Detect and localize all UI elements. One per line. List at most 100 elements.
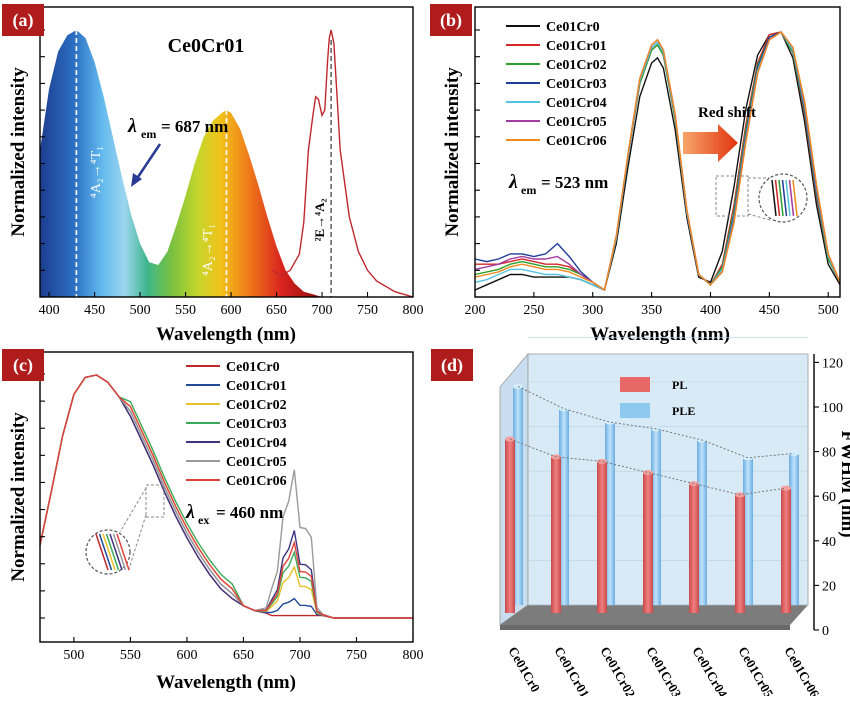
series-line-ce01cr01 [475, 31, 841, 292]
panel-b-lambda-subscript: em [521, 183, 536, 197]
x-tick-label: 400 [700, 303, 721, 318]
panel-b-yticks [475, 29, 480, 298]
pl-bar [735, 494, 745, 613]
zoom-line [771, 179, 777, 217]
panel-b-zoom-box [715, 175, 749, 217]
series-line-ce01cr04 [474, 31, 841, 291]
ple-trendline [517, 386, 795, 459]
panel-d-legend-ple-swatch [620, 403, 650, 418]
legend-label: Ce01Cr01 [546, 39, 607, 54]
series-line-ce01cr05 [474, 31, 841, 292]
panel-c-zoom-connector-top [119, 487, 147, 533]
panel-c-legend: Ce01Cr0 Ce01Cr01 Ce01Cr02 Ce01Cr03 Ce01Cr04 C… [186, 360, 287, 489]
panel-a-badge-label: (a) [13, 10, 34, 31]
y-tick-label: 40 [822, 535, 836, 550]
ple-bar-cap [605, 419, 615, 425]
x-tick-label: 500 [130, 303, 151, 318]
ple-bar [789, 453, 799, 605]
legend-label: Ce01Cr05 [546, 115, 607, 130]
x-tick-label: 550 [175, 303, 196, 318]
x-tick-label: 300 [582, 303, 603, 318]
category-label: Ce01Cr03 [643, 644, 684, 696]
x-tick-label: 750 [346, 648, 367, 663]
pl-bar [597, 461, 607, 613]
zoom-line [105, 533, 120, 571]
zoom-line [778, 179, 784, 217]
category-label: Ce01Cr0 [505, 644, 543, 695]
panel-c-zoom-connector-bottom [127, 514, 147, 573]
panel-b-lambda-symbol: λ [508, 171, 518, 193]
panel-a-plot [40, 29, 414, 298]
x-tick-label: 550 [120, 648, 141, 663]
panel-a-ylabel: Normalized intensity [8, 67, 29, 237]
pl-bar [643, 472, 653, 613]
panel-c-lambda-symbol: λ [185, 501, 195, 523]
legend-label: Ce01Cr0 [546, 20, 600, 35]
panel-c-xlabel: Wavelength (nm) [156, 672, 296, 693]
legend-label: Ce01Cr03 [546, 77, 607, 92]
panel-b-frame [474, 6, 841, 298]
zoom-line [792, 179, 798, 217]
ple-bar [513, 386, 523, 605]
series-line-ce01cr0 [474, 31, 841, 291]
panel-b-ylabel: Normalized intensity [442, 67, 463, 237]
excitation-spectrum-fill [40, 30, 323, 297]
x-tick-label: 800 [403, 648, 424, 663]
panel-c-plot [39, 374, 413, 619]
legend-label: Ce01Cr02 [226, 398, 287, 413]
panel-d-badge [431, 349, 473, 381]
x-tick-label: 700 [289, 648, 310, 663]
emission-spectrum-line [271, 29, 414, 298]
panel-c-zoom-box [145, 484, 165, 518]
panel-d-trendlines [509, 386, 795, 496]
zoom-line [116, 533, 130, 571]
panel-b-red-shift-label: Red shift [698, 105, 756, 121]
zoom-line [774, 179, 781, 217]
x-tick-label: 250 [523, 303, 544, 318]
panel-c-badge [2, 349, 44, 381]
panel-c-xticks: 500 550 600 650 700 750 800 [63, 637, 424, 663]
panel-a-arrow-head [131, 173, 142, 187]
x-tick-label: 200 [465, 303, 486, 318]
panel-d-badge-label: (d) [441, 355, 463, 376]
zoom-line [95, 533, 109, 571]
x-tick-label: 450 [759, 303, 780, 318]
series-line-ce01cr02 [474, 31, 841, 292]
pl-bar [551, 456, 561, 613]
y-tick-label: 20 [822, 579, 836, 594]
category-label: Ce01Cr04 [689, 644, 730, 696]
panel-b-xticks: 200 250 300 350 400 450 500 [465, 292, 839, 318]
ple-bar [651, 428, 661, 605]
panel-d-floor [500, 625, 790, 630]
panel-d-categories: Ce01Cr0 Ce01Cr01 Ce01Cr02 Ce01Cr03 Ce01Cr04 C… [505, 644, 822, 701]
panel-c-badge-label: (c) [13, 355, 33, 376]
x-tick-label: 600 [176, 648, 197, 663]
pl-bar-cap [597, 458, 607, 464]
y-tick-label: 120 [822, 356, 843, 371]
panel-a-badge [2, 4, 44, 36]
x-tick-label: 500 [63, 648, 84, 663]
panel-c-lambda-value: = 460 nm [216, 503, 283, 522]
panel-d-floor-back [500, 605, 808, 625]
x-tick-label: 700 [312, 303, 333, 318]
panel-b-zoom-circle [758, 173, 808, 223]
panel-b-legend: Ce01Cr0 Ce01Cr01 Ce01Cr02 Ce01Cr03 Ce01Cr04 C… [506, 20, 607, 149]
y-tick-label: 100 [822, 401, 843, 416]
panel-a: 400 450 500 550 600 650 700 750 800 Wavelength (… [2, 4, 424, 345]
series-line-ce01cr06 [39, 374, 413, 619]
panel-c-lambda-subscript: ex [198, 513, 209, 527]
zoom-line [98, 533, 113, 571]
legend-label: Ce01Cr01 [226, 379, 287, 394]
panel-b-zoom-lines [771, 179, 798, 217]
legend-label: Ce01Cr03 [226, 417, 287, 432]
panel-b-xlabel: Wavelength (nm) [590, 324, 730, 345]
panel-d-ylabel: FWHM (nm) [837, 430, 850, 537]
panel-a-transition-3: ²E→⁴A₂ [312, 199, 327, 242]
legend-label: Ce01Cr0 [226, 360, 280, 375]
x-tick-label: 500 [818, 303, 839, 318]
y-tick-label: 0 [822, 624, 829, 639]
zoom-line [788, 179, 795, 217]
category-label: Ce01Cr02 [597, 644, 638, 696]
ple-bar-cap [743, 455, 753, 461]
series-line-ce01cr03 [474, 31, 841, 292]
